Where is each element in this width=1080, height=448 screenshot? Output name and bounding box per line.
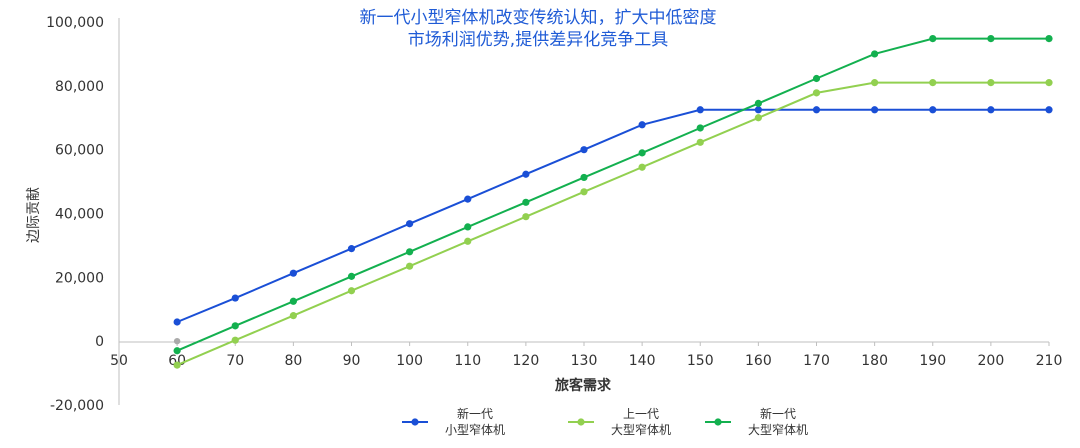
legend-label: 上一代 [623,407,659,421]
data-point [812,89,821,97]
x-tick-label: 210 [1036,353,1063,369]
x-tick-label: 170 [803,353,830,369]
y-axis-title: 边际贡献 [26,187,42,243]
data-point [580,146,588,154]
chart-title: 新一代小型窄体机改变传统认知，扩大中低密度 市场利润优势,提供差异化竞争工具 [360,8,717,50]
x-tick-label: 90 [343,353,361,369]
data-point [173,361,181,369]
y-tick-label: -20,000 [50,398,104,414]
legend-label: 新一代 [457,406,493,421]
legend-marker-swatch [577,418,585,426]
data-point [812,74,821,83]
x-tick-label: 130 [571,353,598,369]
data-point [522,170,530,178]
x-tick-label: 120 [513,353,540,369]
data-point [231,294,239,302]
data-point [987,106,995,114]
data-point [406,262,414,270]
data-point [638,163,646,171]
data-point [406,248,414,256]
legend-label: 大型窄体机 [611,422,671,437]
data-point [871,50,879,58]
data-point [289,269,297,277]
x-tick-label: 80 [284,353,302,369]
zero-marker-point [173,337,181,345]
legend-label: 大型窄体机 [748,422,808,437]
data-point [173,318,181,326]
series-line [176,81,1049,367]
data-point [231,322,239,330]
data-point [696,124,704,132]
data-point [638,149,646,157]
legend-marker-swatch [411,418,419,426]
data-point [580,173,588,182]
data-point [580,188,588,196]
data-point [696,138,704,146]
data-point [406,220,414,228]
legend-marker-swatch [714,418,722,426]
data-point [289,312,297,320]
x-tick-label: 110 [454,353,481,369]
x-tick-label: 140 [629,353,656,369]
y-tick-label: 80,000 [55,79,104,95]
series-2 [173,79,1053,369]
chart-title-line-1: 新一代小型窄体机改变传统认知，扩大中低密度 [360,8,717,28]
data-point [1045,34,1053,43]
series-3 [173,34,1053,355]
series-line [176,108,1049,323]
data-point [1045,79,1053,87]
x-tick-label: 200 [978,353,1005,369]
data-point [231,336,239,344]
x-tick-label: 150 [687,353,714,369]
data-point [812,106,821,114]
x-axis-title: 旅客需求 [555,377,612,394]
data-point [522,198,530,206]
data-point [347,272,356,280]
y-tick-label: 40,000 [55,207,104,223]
data-point [929,79,937,87]
x-tick-label: 160 [745,353,772,369]
data-point [929,106,937,114]
y-tick-label: 100,000 [46,15,104,31]
x-tick-label: 190 [919,353,946,369]
y-tick-label: 0 [95,334,104,350]
data-point [871,106,879,114]
series-line [176,37,1049,352]
chart-title-line-2: 市场利润优势,提供差异化竞争工具 [408,30,668,50]
x-tick-label: 60 [168,353,186,369]
data-point [347,245,356,253]
data-point [347,287,356,295]
x-tick-label: 180 [861,353,888,369]
data-point [987,79,995,87]
legend-item: 新一代小型窄体机 [402,406,505,437]
data-point [987,34,995,43]
data-point [464,195,472,203]
data-point [754,99,762,107]
data-point [522,213,530,221]
legend-label: 新一代 [760,406,796,421]
data-point [638,121,646,129]
y-tick-label: 20,000 [55,270,104,286]
x-tick-label: 70 [226,353,244,369]
data-point [1045,106,1053,114]
data-point [929,34,937,43]
data-point [754,114,762,122]
data-point [871,79,879,87]
x-tick-label: 50 [110,353,128,369]
legend-label: 小型窄体机 [445,422,505,437]
series-1 [173,106,1053,326]
x-tick-label: 100 [396,353,423,369]
data-point [464,237,472,245]
data-point [754,106,762,114]
data-point [173,347,181,355]
data-point [696,106,704,114]
y-tick-label: 60,000 [55,143,104,159]
data-point [289,297,297,305]
data-point [464,223,472,231]
